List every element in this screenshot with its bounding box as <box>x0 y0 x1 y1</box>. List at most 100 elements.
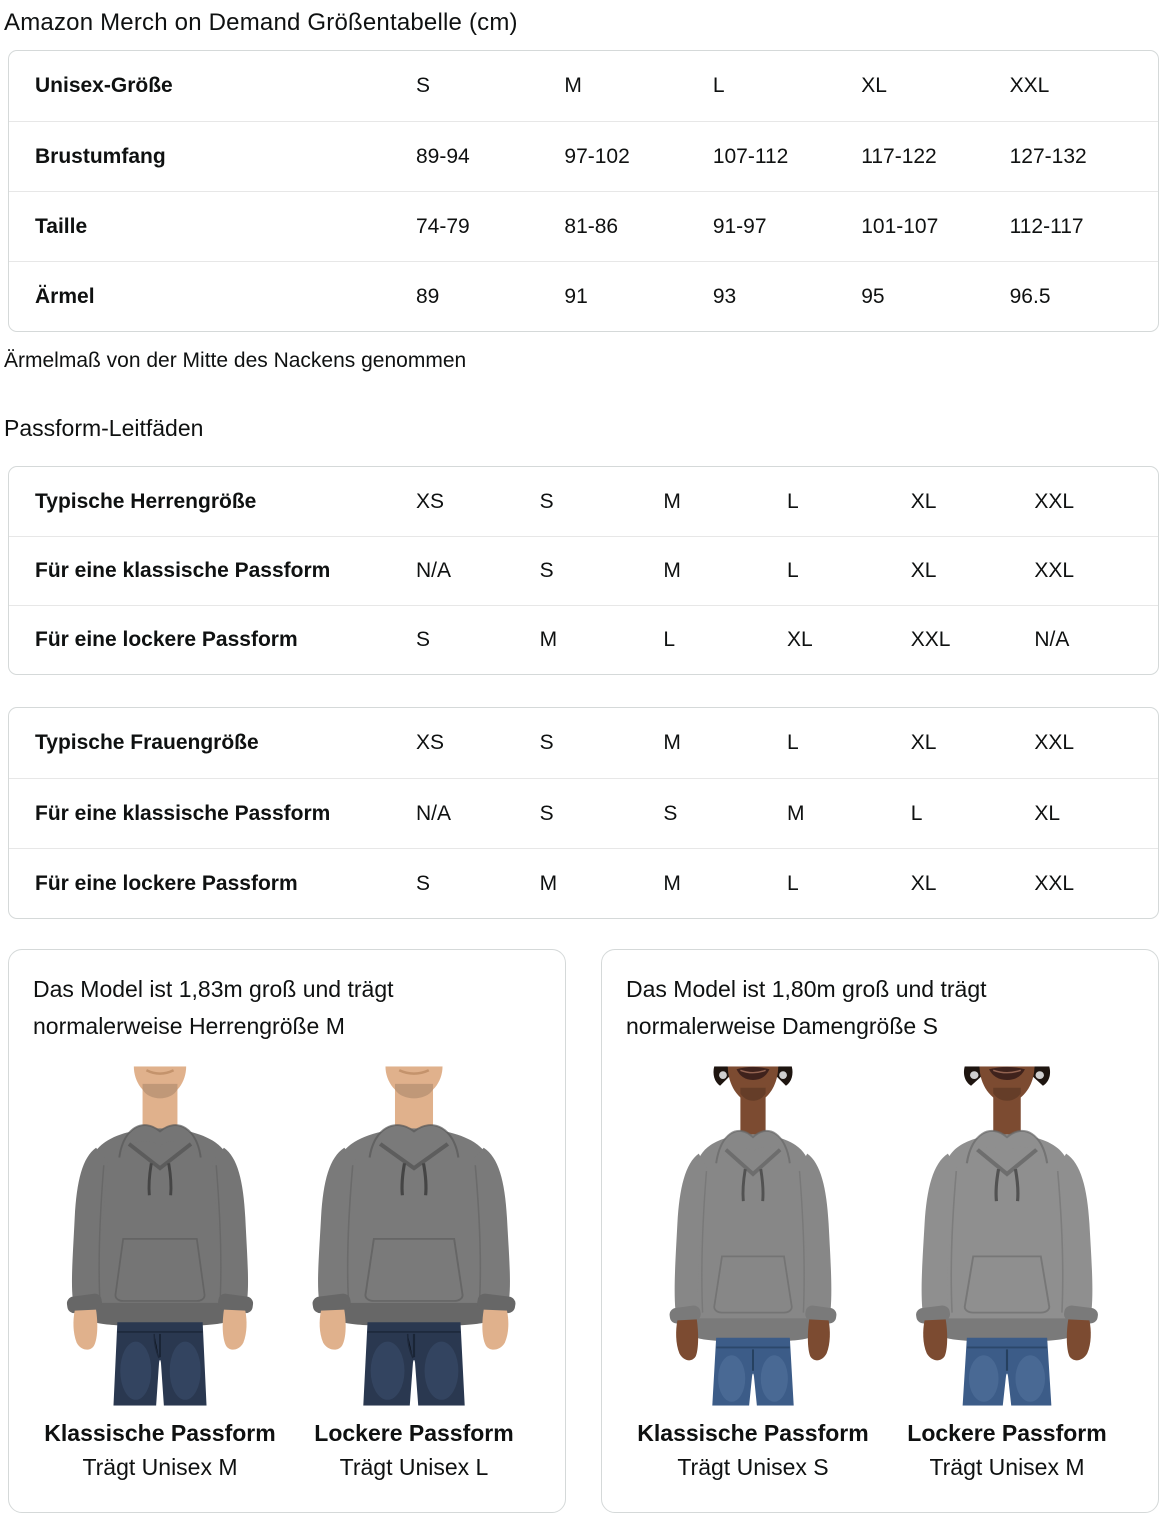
table-row: Für eine klassische Passform N/A S S M L… <box>9 778 1158 848</box>
size-cell: XXL <box>1034 731 1075 754</box>
row-label: Unisex-Größe <box>35 74 173 97</box>
size-cell: XXL <box>1034 489 1075 513</box>
table-row: Für eine lockere Passform S M M L XL XXL <box>9 848 1158 918</box>
size-cell: M <box>539 871 558 895</box>
size-cell: N/A <box>416 801 452 825</box>
size-cell: S <box>416 628 431 651</box>
table-row: Brustumfang 89-94 97-102 107-112 117-122… <box>9 121 1158 191</box>
size-cell: 81-86 <box>564 214 619 238</box>
table-row: Typische Herrengröße XS S M L XL XXL <box>9 467 1158 536</box>
size-cell: S <box>663 801 678 825</box>
size-cell: 112-117 <box>1009 214 1084 238</box>
fit-size-caption: Trägt Unisex S <box>677 1454 829 1480</box>
fit-caption: Klassische Passform <box>44 1420 276 1446</box>
row-label: Für eine lockere Passform <box>35 628 298 651</box>
size-cell: L <box>787 559 799 582</box>
size-cell: S <box>539 731 554 754</box>
size-cell: 91 <box>564 284 588 308</box>
size-cell: XXL <box>1034 559 1075 582</box>
fit-size-caption: Trägt Unisex L <box>339 1454 489 1480</box>
fit-guide-cards: Das Model ist 1,83m groß und trägt norma… <box>8 949 1159 1513</box>
size-cell: M <box>663 489 681 513</box>
row-label: Für eine lockere Passform <box>35 871 298 895</box>
size-cell: XL <box>910 871 937 895</box>
figure-classic-fit: Klassische Passform Trägt Unisex S <box>626 1061 880 1481</box>
size-cell: 89 <box>416 284 440 308</box>
size-cell: 96.5 <box>1009 284 1051 308</box>
size-cell: M <box>787 801 805 825</box>
size-cell: XXL <box>1009 74 1050 97</box>
size-cell: S <box>539 559 554 582</box>
model-figures: Klassische Passform Trägt Unisex M Locke… <box>33 1061 541 1481</box>
size-cell: XS <box>416 489 445 513</box>
size-cell: XXL <box>1034 871 1075 895</box>
row-label: Taille <box>35 214 88 238</box>
size-cell: M <box>663 871 681 895</box>
fit-guide-card-women: Das Model ist 1,80m groß und trägt norma… <box>601 949 1159 1513</box>
size-cell: XL <box>787 628 813 651</box>
female-model-loose-fit-photo <box>870 1061 1145 1411</box>
model-description: Das Model ist 1,80m groß und trägt norma… <box>626 976 987 1039</box>
size-cell: XL <box>1034 801 1061 825</box>
size-cell: L <box>712 74 725 97</box>
size-cell: XXL <box>910 628 951 651</box>
size-cell: XL <box>910 731 937 754</box>
table-row: Unisex-Größe S M L XL XXL <box>9 51 1158 121</box>
size-cell: N/A <box>1034 628 1070 651</box>
row-label: Typische Frauengröße <box>35 731 259 754</box>
table-row: Taille 74-79 81-86 91-97 101-107 112-117 <box>9 191 1158 261</box>
size-cell: 107-112 <box>712 144 789 168</box>
size-cell: N/A <box>416 559 452 582</box>
size-cell: 95 <box>861 284 885 308</box>
size-cell: L <box>787 731 799 754</box>
figure-classic-fit: Klassische Passform Trägt Unisex M <box>33 1061 287 1481</box>
fit-caption: Lockere Passform <box>314 1420 514 1446</box>
size-cell: 101-107 <box>861 214 939 238</box>
page-title: Amazon Merch on Demand Größentabelle (cm… <box>4 9 518 36</box>
table-row: Ärmel 89 91 93 95 96.5 <box>9 261 1158 331</box>
size-cell: S <box>416 871 431 895</box>
row-label: Für eine klassische Passform <box>35 559 331 582</box>
size-cell: L <box>787 871 799 895</box>
row-label: Für eine klassische Passform <box>35 801 331 825</box>
female-model-classic-fit-photo <box>627 1061 879 1411</box>
size-cell: XS <box>416 731 445 754</box>
size-cell: 91-97 <box>712 214 767 238</box>
fit-guides-heading: Passform-Leitfäden <box>4 415 204 441</box>
size-cell: 117-122 <box>861 144 937 168</box>
male-model-classic-fit-photo <box>34 1061 286 1411</box>
row-label: Typische Herrengröße <box>35 489 257 513</box>
size-cell: M <box>663 731 681 754</box>
size-cell: L <box>787 489 799 513</box>
size-cell: S <box>416 74 431 97</box>
size-cell: M <box>539 628 558 651</box>
model-figures: Klassische Passform Trägt Unisex S Locke… <box>626 1061 1134 1481</box>
size-cell: XL <box>910 559 937 582</box>
size-cell: XL <box>910 489 937 513</box>
size-cell: L <box>910 801 923 825</box>
table-row: Für eine lockere Passform S M L XL XXL N… <box>9 605 1158 674</box>
size-cell: M <box>663 559 681 582</box>
size-cell: L <box>663 628 676 651</box>
fit-size-caption: Trägt Unisex M <box>82 1454 238 1480</box>
size-cell: M <box>564 74 582 97</box>
male-model-loose-fit-photo <box>277 1061 552 1411</box>
fit-guide-card-men: Das Model ist 1,83m groß und trägt norma… <box>8 949 566 1513</box>
figure-loose-fit: Lockere Passform Trägt Unisex M <box>880 1061 1134 1481</box>
row-label: Brustumfang <box>35 144 166 168</box>
size-cell: S <box>539 801 554 825</box>
figure-loose-fit: Lockere Passform Trägt Unisex L <box>287 1061 541 1481</box>
size-cell: 74-79 <box>416 214 470 238</box>
fit-size-caption: Trägt Unisex M <box>929 1454 1085 1480</box>
mens-fit-table: Typische Herrengröße XS S M L XL XXL Für… <box>8 466 1159 675</box>
size-cell: 89-94 <box>416 144 470 168</box>
row-label: Ärmel <box>35 284 95 308</box>
sleeve-measure-note: Ärmelmaß von der Mitte des Nackens genom… <box>4 349 467 372</box>
unisex-size-table: Unisex-Größe S M L XL XXL Brustumfang 89… <box>8 50 1159 332</box>
size-cell: 127-132 <box>1009 144 1087 168</box>
size-cell: XL <box>861 74 887 97</box>
table-row: Typische Frauengröße XS S M L XL XXL <box>9 708 1158 778</box>
size-cell: 97-102 <box>564 144 630 168</box>
model-description: Das Model ist 1,83m groß und trägt norma… <box>33 976 394 1039</box>
size-cell: S <box>539 489 554 513</box>
